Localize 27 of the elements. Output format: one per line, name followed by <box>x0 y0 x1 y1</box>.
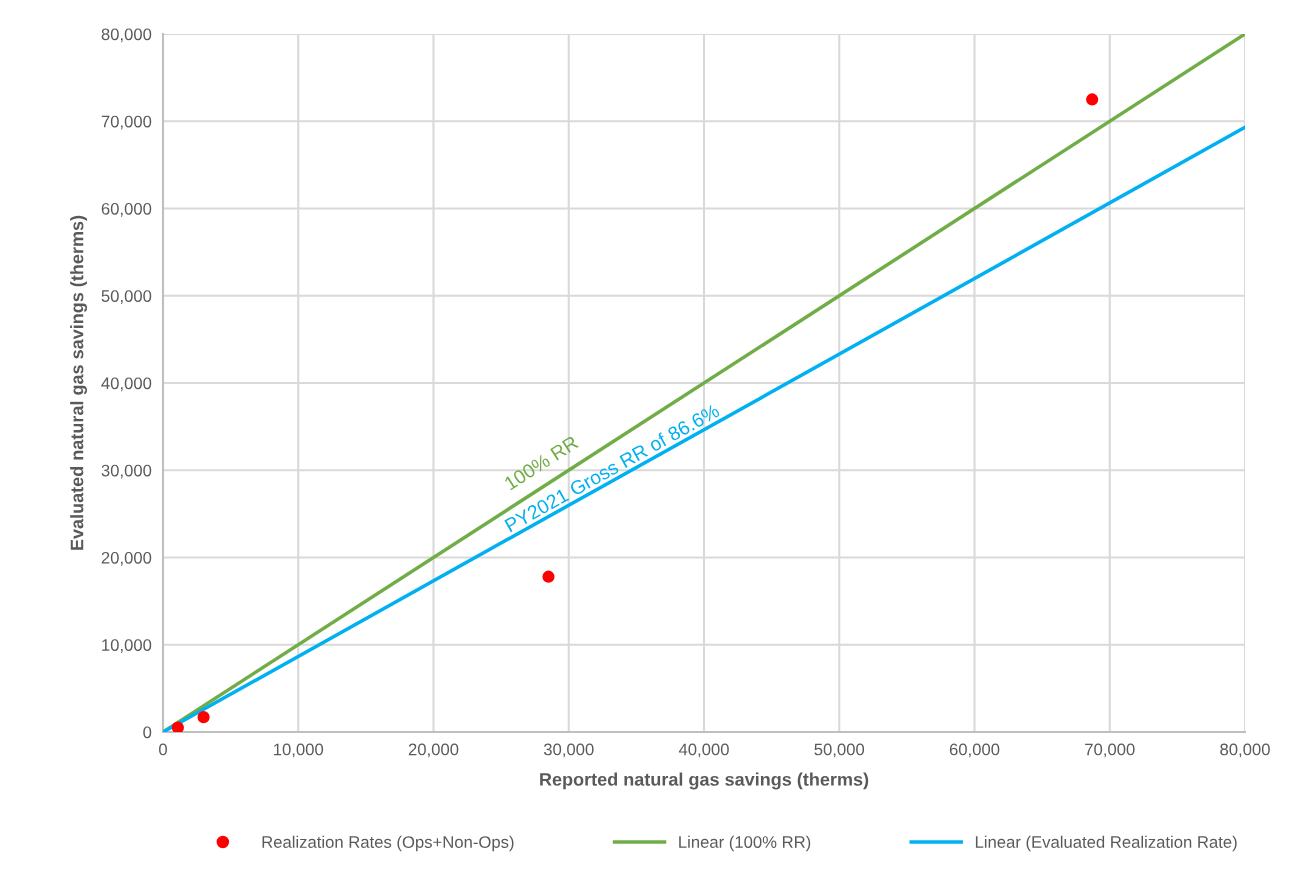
y-tick-label: 30,000 <box>101 464 152 479</box>
x-tick-label: 70,000 <box>1085 743 1135 758</box>
x-tick-label: 60,000 <box>949 743 1000 758</box>
x-tick-label: 30,000 <box>543 743 594 758</box>
y-tick-label: 0 <box>143 726 152 739</box>
y-tick-label: 70,000 <box>101 115 152 130</box>
x-tick-label: 20,000 <box>408 743 459 758</box>
y-tick-label: 20,000 <box>101 551 152 566</box>
y-axis-title: Evaluated natural gas savings (therms) <box>70 215 88 550</box>
x-tick-label: 0 <box>159 743 167 756</box>
x-tick-label: 50,000 <box>814 743 865 758</box>
y-tick-label: 60,000 <box>101 202 152 217</box>
point <box>171 721 184 732</box>
point <box>197 711 210 724</box>
y-tick-label: 80,000 <box>101 28 152 43</box>
y-tick-label: 40,000 <box>101 377 152 392</box>
point <box>1086 93 1099 106</box>
x-tick-label: 80,000 <box>1220 743 1270 758</box>
x-tick-label: 40,000 <box>678 743 729 758</box>
legend-label: Realization Rates (Ops+Non-Ops) <box>262 835 514 852</box>
x-axis-title: Reported natural gas savings (therms) <box>540 772 869 790</box>
legend-label: Linear (100% RR) <box>679 835 811 852</box>
point <box>542 570 555 583</box>
x-tick-label: 10,000 <box>274 743 324 758</box>
legend-label: Linear (Evaluated Realization Rate) <box>975 835 1237 852</box>
y-tick-label: 10,000 <box>102 639 152 653</box>
y-tick-label: 50,000 <box>101 290 152 304</box>
